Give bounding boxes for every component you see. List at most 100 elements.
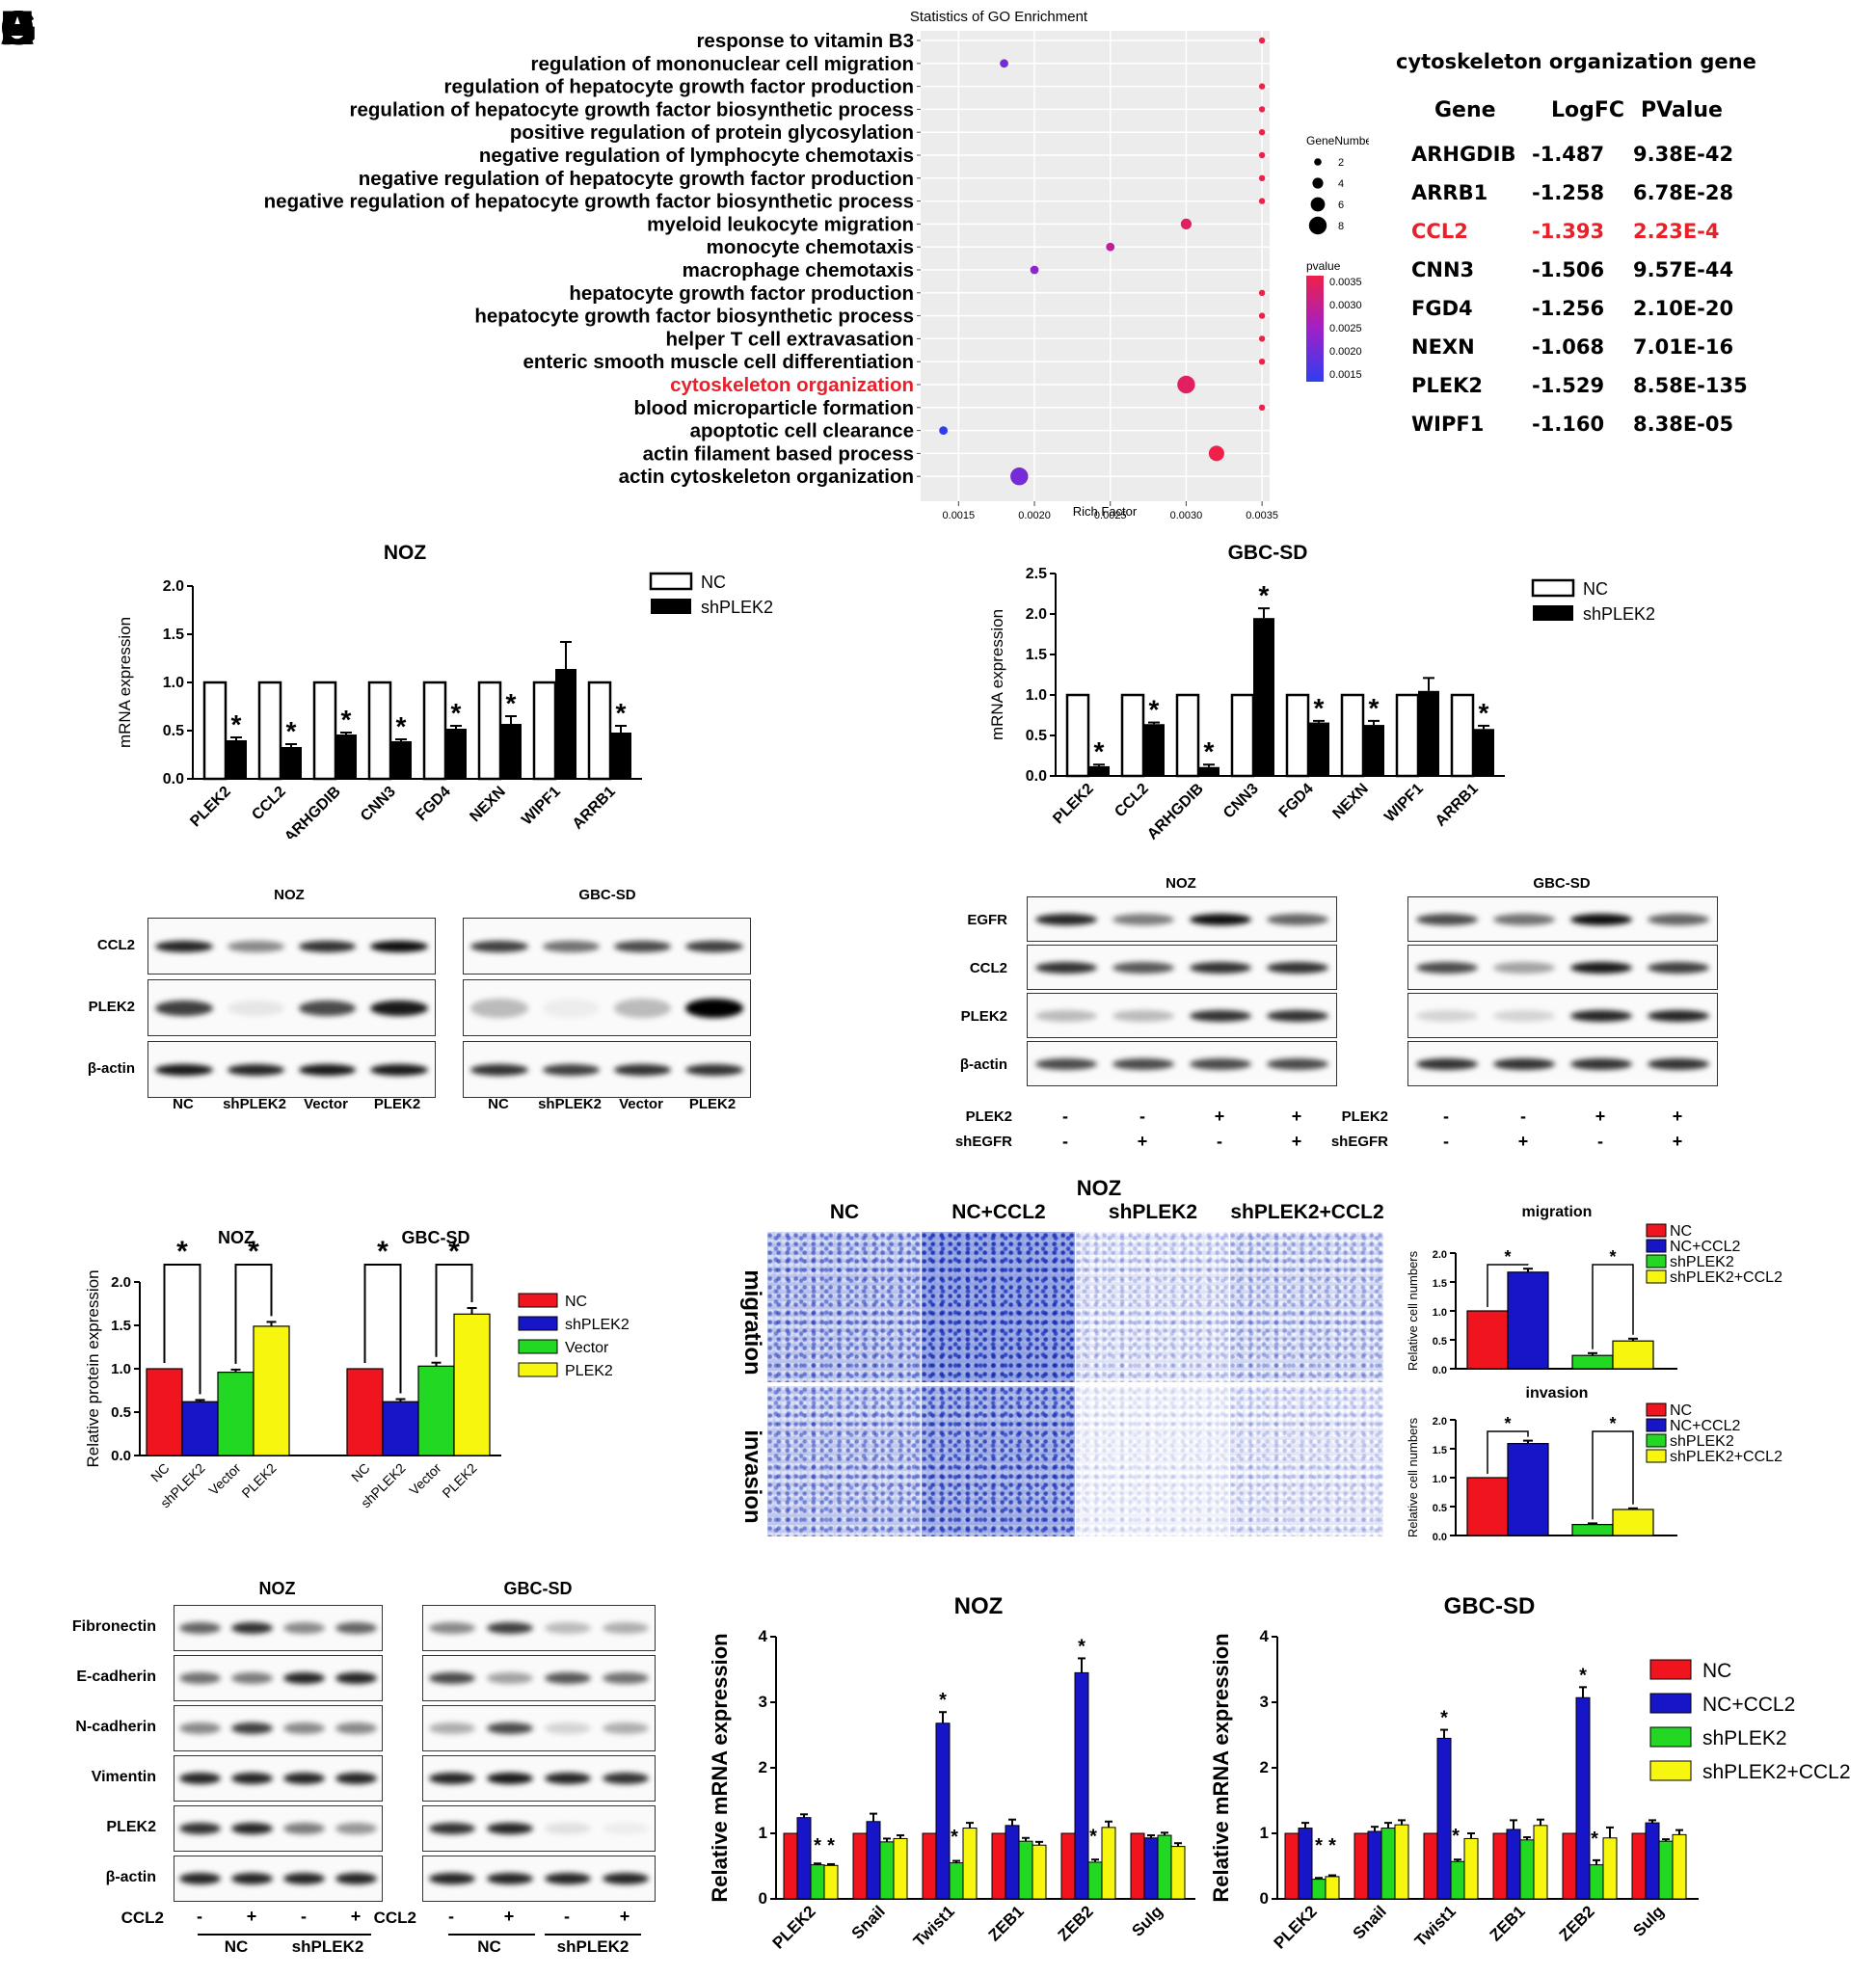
panel-g-row-label: migration — [739, 1269, 765, 1375]
y-tick-label: 1.0 — [1026, 687, 1047, 704]
significance-star: * — [248, 1236, 259, 1268]
sig-bracket — [1592, 1264, 1634, 1349]
blot-band — [542, 940, 601, 952]
ccl2-value: - — [197, 1907, 202, 1926]
bar — [1612, 1509, 1654, 1536]
legend-label: NC — [701, 573, 726, 592]
blot-lane-label: PLEK2 — [688, 1096, 737, 1112]
blot-band — [1648, 1009, 1709, 1022]
significance-star: * — [1204, 736, 1215, 766]
chart-title: GBC-SD — [1444, 1593, 1536, 1619]
condition-value: + — [1291, 1107, 1302, 1126]
bar — [1060, 1832, 1076, 1900]
bar — [922, 1832, 937, 1900]
chart-title: NOZ — [954, 1593, 1004, 1619]
blot-band — [603, 1722, 649, 1734]
bar — [1463, 1837, 1479, 1900]
legend-label: NC+CCL2 — [1670, 1239, 1740, 1255]
bar-shplek2 — [1418, 690, 1439, 776]
y-axis-label: Relative cell numbers — [1406, 1250, 1420, 1371]
blot-band — [1493, 1009, 1555, 1022]
logfc-cell: -1.487 — [1532, 143, 1605, 166]
blot-title-noz: NOZ — [1166, 875, 1196, 892]
blot-strip-gbc — [1407, 945, 1718, 990]
x-tick-label: PLEK2 — [187, 784, 234, 831]
blot-strip-noz — [1027, 993, 1337, 1038]
go-dot — [1258, 359, 1266, 365]
significance-star: * — [286, 716, 297, 746]
y-tick-label: 3 — [759, 1693, 767, 1711]
y-tick-label: 2.0 — [163, 578, 184, 595]
go-xtick-label: 0.0025 — [1094, 510, 1127, 521]
go-term-label: actin cytoskeleton organization — [619, 466, 914, 488]
blot-strip-noz — [174, 1755, 383, 1802]
blot-band — [1112, 1057, 1174, 1070]
go-xtick-label: 0.0020 — [1018, 510, 1051, 521]
x-tick-label: Snail — [848, 1902, 889, 1942]
y-tick-label: 0.0 — [111, 1448, 131, 1464]
blot-band — [179, 1722, 222, 1734]
go-dot — [1258, 174, 1266, 181]
blot-band — [335, 1672, 377, 1684]
blot-band — [487, 1672, 533, 1684]
blot-band — [429, 1672, 475, 1684]
y-tick-label: 1.5 — [1433, 1278, 1447, 1290]
legend-label: shPLEK2 — [565, 1317, 630, 1333]
bar-nc — [532, 681, 557, 781]
blot-band — [545, 1622, 591, 1634]
x-tick-label: ZEB1 — [1487, 1902, 1529, 1944]
blot-title-gbc: GBC-SD — [578, 887, 636, 903]
blot-band — [227, 1000, 285, 1016]
condition-value: - — [1062, 1132, 1068, 1151]
y-tick-label: 2.0 — [1433, 1416, 1447, 1428]
blot-h: NOZ GBC-SD Fibronectin E-cadherin N-cadherin… — [0, 1562, 675, 1976]
panel-g-col-label: shPLEK2+CCL2 — [1230, 1201, 1384, 1223]
y-tick-label: 2.0 — [1026, 606, 1047, 623]
blot-strip-gbc — [1407, 896, 1718, 942]
x-tick-label: NEXN — [1329, 781, 1371, 822]
blot-strip-noz — [174, 1705, 383, 1751]
gene-table-row: ARRB1 -1.258 6.78E-28 — [1388, 174, 1793, 212]
blot-band — [179, 1672, 222, 1684]
blot-band — [335, 1823, 377, 1834]
blot-band — [155, 1063, 213, 1076]
y-tick-label: 1.0 — [111, 1361, 131, 1377]
blot-band — [1190, 1057, 1251, 1070]
condition-label: PLEK2 — [965, 1108, 1012, 1125]
blot-band — [1648, 913, 1709, 925]
legend-swatch-sh — [1533, 605, 1573, 621]
bar-nc — [1175, 693, 1200, 778]
significance-star: * — [1078, 1636, 1085, 1657]
x-tick-label: NC — [147, 1460, 173, 1485]
go-term-label: regulation of hepatocyte growth factor b… — [350, 98, 914, 120]
logfc-cell: -1.393 — [1532, 220, 1605, 243]
gene-table: cytoskeleton organization gene Gene LogF… — [1388, 50, 1793, 443]
blot-band — [231, 1672, 274, 1684]
blot-strip-gbc — [422, 1705, 656, 1751]
blot-band — [429, 1873, 475, 1884]
blot-band — [545, 1722, 591, 1734]
group-underline — [448, 1934, 535, 1936]
legend-swatch-nc — [1531, 578, 1575, 598]
blot-band — [1190, 913, 1251, 925]
pvalue-colorbar — [1306, 276, 1324, 382]
blot-strip-noz — [147, 1041, 436, 1098]
blot-band — [1267, 961, 1328, 974]
significance-star: * — [176, 1236, 188, 1268]
size-legend-label: 2 — [1338, 157, 1344, 169]
group-underline — [280, 1934, 371, 1936]
bar — [1353, 1832, 1369, 1900]
panel-label-f: F — [0, 1, 30, 55]
bar — [1533, 1825, 1548, 1900]
significance-star: * — [341, 705, 352, 734]
transwell-image — [1076, 1386, 1229, 1536]
y-tick-label: 4 — [1260, 1627, 1270, 1645]
x-tick-label: Sulg — [1629, 1902, 1667, 1939]
gene-table-row: PLEK2 -1.529 8.58E-135 — [1388, 366, 1793, 405]
chart-title: NOZ — [218, 1228, 255, 1247]
blot-band — [1035, 961, 1097, 974]
legend-label: PLEK2 — [565, 1363, 613, 1379]
blot-e: NOZ GBC-SD EGFR CCL2 PLEK2 β-actin PLEK2 PLEK2 -… — [868, 868, 1876, 1157]
blot-band — [1570, 961, 1632, 974]
legend-swatch — [1646, 1402, 1667, 1417]
